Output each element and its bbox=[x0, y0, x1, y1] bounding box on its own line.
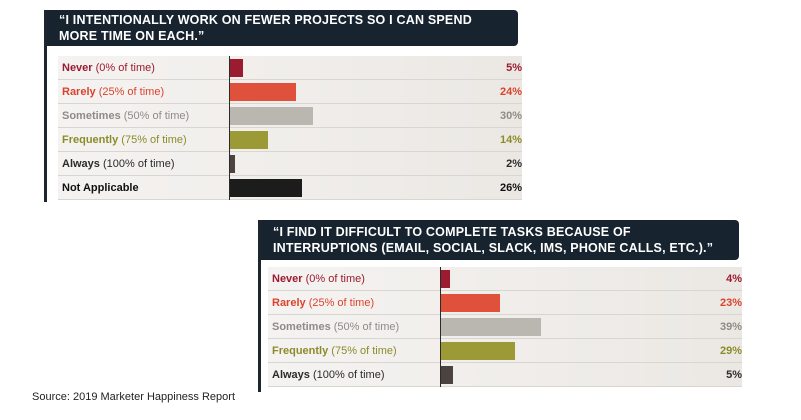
row-divider bbox=[268, 386, 742, 387]
category-label: Never (0% of time) bbox=[272, 267, 365, 291]
category-label: Not Applicable bbox=[62, 176, 139, 200]
accent-bar bbox=[44, 10, 47, 202]
category-name: Frequently bbox=[272, 345, 329, 357]
value-label: 14% bbox=[499, 134, 522, 146]
category-label: Always (100% of time) bbox=[272, 363, 385, 387]
row-background bbox=[58, 152, 522, 176]
category-label: Rarely (25% of time) bbox=[62, 80, 164, 104]
axis-line bbox=[440, 267, 441, 387]
category-detail: (100% of time) bbox=[99, 158, 175, 170]
bar-rarely bbox=[229, 83, 297, 101]
value-label: 26% bbox=[499, 182, 522, 194]
question-title: “I FIND IT DIFFICULT TO COMPLETE TASKS B… bbox=[261, 220, 739, 260]
table-row: Never (0% of time) 5% bbox=[58, 56, 522, 80]
bar-rarely bbox=[440, 294, 500, 312]
row-background bbox=[268, 291, 742, 315]
table-row: Sometimes (50% of time) 30% bbox=[58, 104, 522, 128]
axis-line bbox=[229, 56, 230, 200]
row-background bbox=[268, 363, 742, 387]
value-label: 39% bbox=[719, 321, 742, 333]
bar-always bbox=[229, 155, 235, 173]
row-background bbox=[58, 56, 522, 80]
category-name: Frequently bbox=[62, 134, 119, 146]
row-divider bbox=[58, 151, 522, 152]
category-label: Sometimes (50% of time) bbox=[62, 104, 189, 128]
value-label: 5% bbox=[726, 369, 742, 381]
source-note: Source: 2019 Marketer Happiness Report bbox=[32, 391, 235, 403]
table-row: Sometimes (50% of time) 39% bbox=[268, 315, 742, 339]
category-name: Never bbox=[62, 62, 93, 74]
table-row: Frequently (75% of time) 14% bbox=[58, 128, 522, 152]
bar-frequently bbox=[440, 342, 516, 360]
accent-bar bbox=[258, 220, 261, 392]
row-divider bbox=[268, 338, 742, 339]
bar-always bbox=[440, 366, 453, 384]
category-name: Rarely bbox=[272, 297, 306, 309]
table-row: Always (100% of time) 5% bbox=[268, 363, 742, 387]
category-label: Always (100% of time) bbox=[62, 152, 175, 176]
row-background bbox=[268, 267, 742, 291]
row-divider bbox=[58, 175, 522, 176]
table-row: Not Applicable 26% bbox=[58, 176, 522, 200]
category-name: Always bbox=[62, 158, 100, 170]
row-divider bbox=[58, 79, 522, 80]
question-title: “I INTENTIONALLY WORK ON FEWER PROJECTS … bbox=[47, 10, 518, 46]
category-label: Frequently (75% of time) bbox=[272, 339, 397, 363]
bar-never bbox=[229, 59, 243, 77]
row-divider bbox=[268, 314, 742, 315]
bar-sometimes bbox=[440, 318, 542, 336]
category-label: Rarely (25% of time) bbox=[272, 291, 374, 315]
value-label: 23% bbox=[719, 297, 742, 309]
bar-not-applicable bbox=[229, 179, 302, 197]
category-detail: (50% of time) bbox=[330, 321, 400, 333]
row-divider bbox=[58, 199, 522, 200]
category-name: Never bbox=[272, 273, 303, 285]
row-divider bbox=[268, 362, 742, 363]
table-row: Never (0% of time) 4% bbox=[268, 267, 742, 291]
category-name: Always bbox=[272, 369, 310, 381]
category-name: Sometimes bbox=[62, 110, 121, 122]
table-row: Rarely (25% of time) 24% bbox=[58, 80, 522, 104]
category-label: Never (0% of time) bbox=[62, 56, 155, 80]
category-detail: (25% of time) bbox=[305, 297, 375, 309]
value-label: 29% bbox=[719, 345, 742, 357]
table-row: Always (100% of time) 2% bbox=[58, 152, 522, 176]
category-name: Rarely bbox=[62, 86, 96, 98]
value-label: 5% bbox=[506, 62, 522, 74]
category-label: Sometimes (50% of time) bbox=[272, 315, 399, 339]
category-detail: (0% of time) bbox=[302, 273, 365, 285]
table-row: Rarely (25% of time) 23% bbox=[268, 291, 742, 315]
table-row: Frequently (75% of time) 29% bbox=[268, 339, 742, 363]
category-name: Sometimes bbox=[272, 321, 331, 333]
category-detail: (100% of time) bbox=[309, 369, 385, 381]
row-divider bbox=[268, 290, 742, 291]
row-background bbox=[58, 128, 522, 152]
category-detail: (0% of time) bbox=[92, 62, 155, 74]
category-name: Not Applicable bbox=[62, 182, 139, 194]
bar-never bbox=[440, 270, 451, 288]
category-detail: (75% of time) bbox=[328, 345, 397, 357]
category-detail: (75% of time) bbox=[118, 134, 187, 146]
value-label: 2% bbox=[506, 158, 522, 170]
row-divider bbox=[58, 103, 522, 104]
category-detail: (50% of time) bbox=[120, 110, 190, 122]
category-label: Frequently (75% of time) bbox=[62, 128, 187, 152]
row-divider bbox=[58, 127, 522, 128]
category-detail: (25% of time) bbox=[95, 86, 165, 98]
value-label: 24% bbox=[499, 86, 522, 98]
bar-sometimes bbox=[229, 107, 313, 125]
value-label: 30% bbox=[499, 110, 522, 122]
bar-frequently bbox=[229, 131, 269, 149]
value-label: 4% bbox=[726, 273, 742, 285]
